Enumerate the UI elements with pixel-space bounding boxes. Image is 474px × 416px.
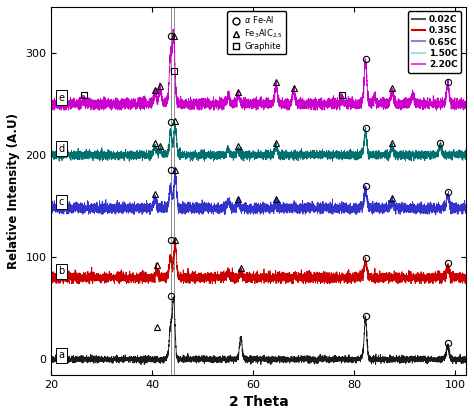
Y-axis label: Relative Intensity (A.U): Relative Intensity (A.U) [7,113,20,269]
Text: b: b [58,267,65,277]
Text: c: c [59,197,64,207]
Text: a: a [59,350,64,360]
Text: d: d [58,144,64,154]
X-axis label: 2 Theta: 2 Theta [228,395,288,409]
Legend: 0.02C, 0.35C, 0.65C, 1.50C, 2.20C: 0.02C, 0.35C, 0.65C, 1.50C, 2.20C [408,12,461,73]
Text: e: e [59,93,64,103]
